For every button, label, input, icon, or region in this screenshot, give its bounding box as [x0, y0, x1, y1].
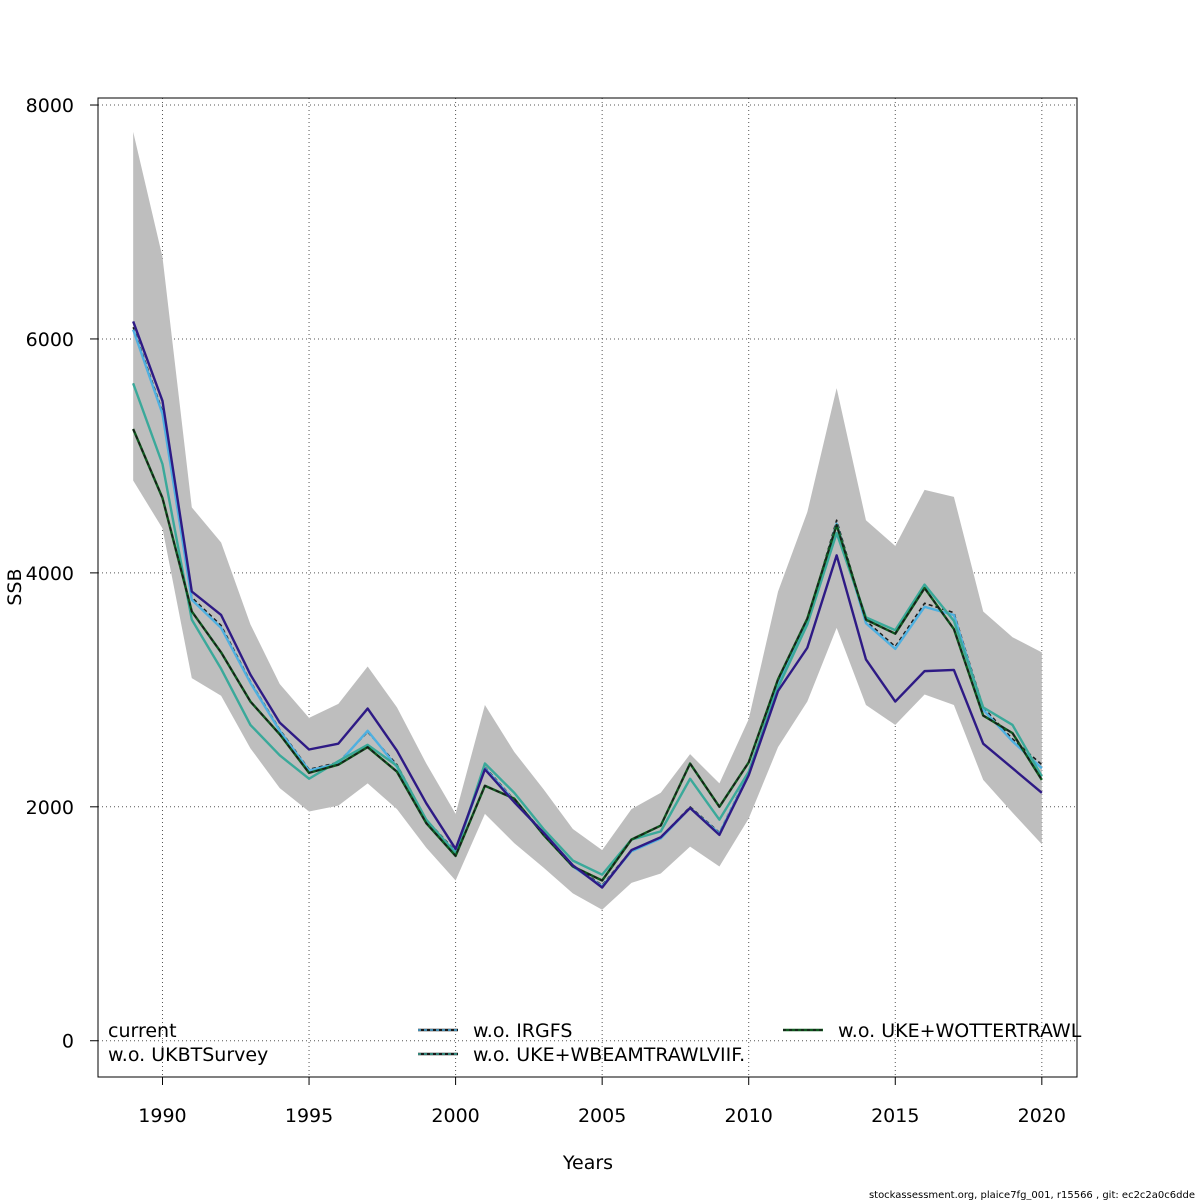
series-line-w-o-uke-wbeamtrawlviif- [132, 382, 1043, 876]
x-tick-label: 1995 [285, 1105, 333, 1127]
x-tick-label: 2005 [578, 1105, 626, 1127]
y-tick-label: 0 [62, 1031, 74, 1053]
x-tick-label: 2010 [725, 1105, 773, 1127]
series-line-current [132, 320, 1043, 889]
plot-frame [97, 97, 1078, 1078]
x-tick-label: 2020 [1018, 1105, 1066, 1127]
y-tick-label: 2000 [26, 797, 74, 819]
x-tick-label: 2000 [431, 1105, 479, 1127]
footer-credit: stockassessment.org, plaice7fg_001, r155… [869, 1190, 1195, 1200]
legend-label: current [108, 1020, 177, 1042]
x-tick-label: 1990 [138, 1105, 186, 1127]
y-axis: 0 2000 4000 6000 8000 [26, 95, 98, 1053]
legend-label: w.o. UKE+WBEAMTRAWLVIIF. [473, 1044, 745, 1066]
y-tick-label: 6000 [26, 329, 74, 351]
series-lines [132, 320, 1043, 889]
x-tick-label: 2015 [871, 1105, 919, 1127]
series-line-w-o-uke-wottertrawl [132, 428, 1043, 882]
x-axis-title: Years [562, 1152, 613, 1174]
y-tick-label: 4000 [26, 563, 74, 585]
legend-label: w.o. IRGFS [473, 1020, 572, 1042]
legend-label: w.o. UKBTSurvey [108, 1044, 268, 1066]
confidence-band [133, 131, 1042, 910]
y-axis-title: SSB [4, 568, 26, 605]
confidence-band-area [133, 131, 1042, 910]
legend-label: w.o. UKE+WOTTERTRAWL [838, 1020, 1082, 1042]
y-tick-label: 8000 [26, 95, 74, 117]
x-axis: 1990 1995 2000 2005 2010 2015 2020 [138, 1077, 1066, 1127]
